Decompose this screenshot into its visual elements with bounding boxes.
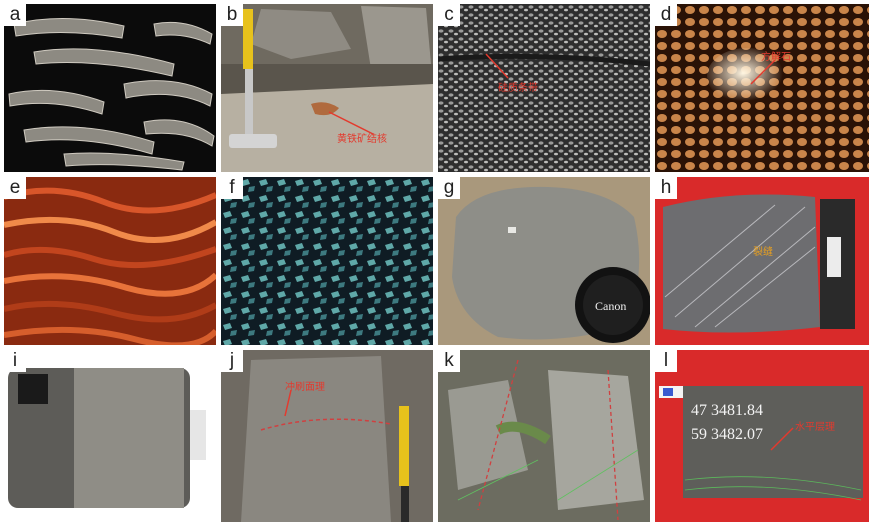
panel-label-b: b <box>221 4 243 26</box>
panel-label-i: i <box>4 350 26 372</box>
panel-label-g: g <box>438 177 460 199</box>
panel-label-c: c <box>438 4 460 26</box>
panel-label-l: l <box>655 350 677 372</box>
rock-sample-image-g <box>438 177 650 345</box>
thin-section-image-e <box>4 187 216 345</box>
core-label-line-2: 59 3482.07 <box>691 426 763 443</box>
panel-j: 冲刷面理 j <box>221 350 433 522</box>
core-sample-image-h <box>663 194 855 333</box>
annotation-l: 水平层理 <box>795 422 835 433</box>
panel-d: 方解石 d <box>655 4 869 172</box>
panel-a: a <box>4 4 216 172</box>
annotation-j: 冲刷面理 <box>285 382 325 393</box>
annotation-c: 硅质条带 <box>498 83 538 94</box>
panel-h: 裂缝 h <box>655 177 869 345</box>
annotation-h: 裂缝 <box>753 247 773 258</box>
panel-i: i <box>4 350 216 522</box>
panel-f: f <box>221 177 433 345</box>
thin-section-image-d <box>655 4 869 172</box>
panel-e: e <box>4 177 216 345</box>
core-sample-image-i <box>8 368 206 508</box>
core-label-line-1: 47 3481.84 <box>691 402 763 419</box>
panel-label-f: f <box>221 177 243 199</box>
lens-cap-text: Canon <box>595 299 627 313</box>
panel-label-e: e <box>4 177 26 199</box>
annotation-b: 黄铁矿结核 <box>337 134 387 145</box>
thin-section-image-a <box>8 17 215 171</box>
panel-k: k <box>438 350 650 522</box>
annotation-d: 方解石 <box>761 52 791 63</box>
panel-label-h: h <box>655 177 677 199</box>
panel-g: Canon g <box>438 177 650 345</box>
panel-label-d: d <box>655 4 677 26</box>
panel-l: 47 3481.84 59 3482.07 水平层理 l <box>655 350 869 522</box>
thin-section-image-f <box>221 177 433 345</box>
panel-label-k: k <box>438 350 460 372</box>
panel-label-a: a <box>4 4 26 26</box>
panel-label-j: j <box>221 350 243 372</box>
core-sample-image-l <box>659 386 863 501</box>
panel-b: 黄铁矿结核 b <box>221 4 433 172</box>
outcrop-hammer-image-j <box>241 356 409 522</box>
outcrop-hammer-image-b <box>221 4 433 172</box>
outcrop-image-k <box>448 359 644 521</box>
thin-section-image-c <box>438 4 650 172</box>
panel-c: 硅质条带 c <box>438 4 650 172</box>
